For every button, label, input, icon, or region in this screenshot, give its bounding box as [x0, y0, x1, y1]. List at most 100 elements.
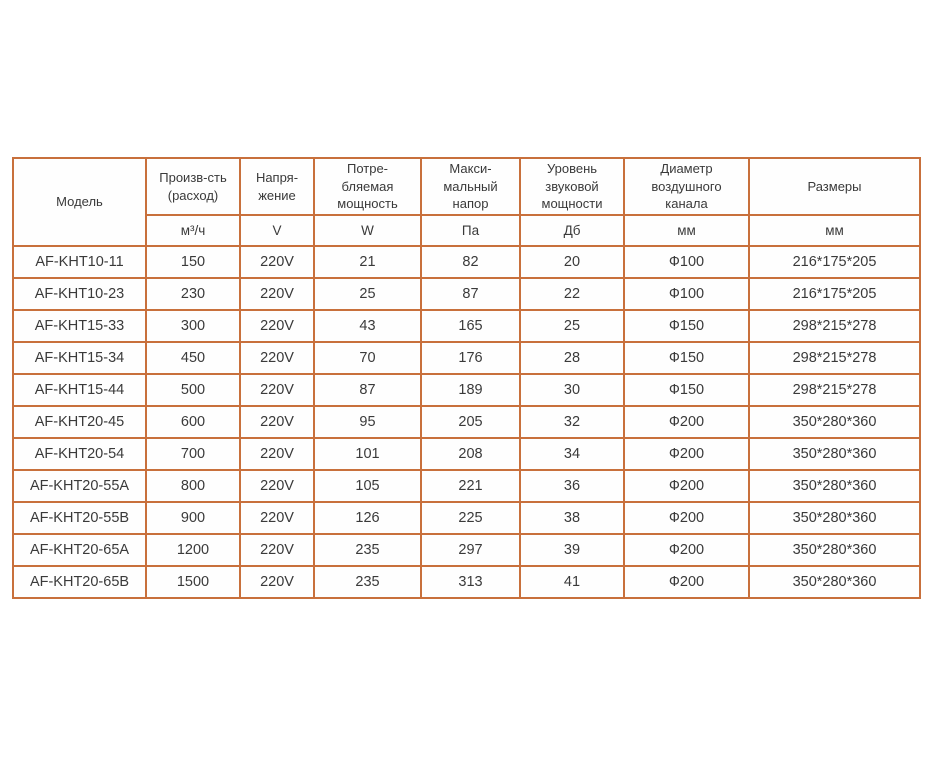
cell-pressure: 165: [420, 309, 521, 343]
cell-noise: 22: [519, 277, 625, 311]
cell-noise: 28: [519, 341, 625, 375]
unit-voltage: V: [239, 214, 315, 247]
cell-model: AF-KHT10-11: [12, 245, 147, 279]
cell-noise: 38: [519, 501, 625, 535]
cell-power: 101: [313, 437, 422, 471]
cell-noise: 32: [519, 405, 625, 439]
cell-noise: 30: [519, 373, 625, 407]
unit-duct-diameter: мм: [623, 214, 750, 247]
table-row: AF-KHT20-54 700 220V 101 208 34 Ф200 350…: [12, 437, 921, 471]
cell-duct-diameter: Ф200: [623, 533, 750, 567]
cell-dimensions: 298*215*278: [748, 341, 921, 375]
cell-power: 95: [313, 405, 422, 439]
col-header-pressure: Макси- мальный напор: [420, 157, 521, 216]
col-header-voltage: Напря- жение: [239, 157, 315, 216]
cell-duct-diameter: Ф150: [623, 373, 750, 407]
table-row: AF-KHT20-45 600 220V 95 205 32 Ф200 350*…: [12, 405, 921, 439]
cell-duct-diameter: Ф100: [623, 277, 750, 311]
cell-pressure: 208: [420, 437, 521, 471]
spec-table: Модель Произв-сть (расход) Напря- жение …: [12, 157, 921, 599]
cell-dimensions: 350*280*360: [748, 469, 921, 503]
cell-capacity: 600: [145, 405, 241, 439]
cell-noise: 36: [519, 469, 625, 503]
cell-voltage: 220V: [239, 533, 315, 567]
cell-model: AF-KHT10-23: [12, 277, 147, 311]
table-row: AF-KHT10-11 150 220V 21 82 20 Ф100 216*1…: [12, 245, 921, 279]
cell-model: AF-KHT20-65A: [12, 533, 147, 567]
cell-dimensions: 350*280*360: [748, 437, 921, 471]
cell-model: AF-KHT15-34: [12, 341, 147, 375]
cell-power: 25: [313, 277, 422, 311]
cell-pressure: 189: [420, 373, 521, 407]
cell-capacity: 230: [145, 277, 241, 311]
cell-power: 105: [313, 469, 422, 503]
col-header-duct-diameter: Диаметр воздушного канала: [623, 157, 750, 216]
cell-power: 87: [313, 373, 422, 407]
cell-model: AF-KHT15-44: [12, 373, 147, 407]
cell-voltage: 220V: [239, 373, 315, 407]
cell-pressure: 221: [420, 469, 521, 503]
cell-duct-diameter: Ф200: [623, 469, 750, 503]
cell-model: AF-KHT20-55B: [12, 501, 147, 535]
cell-model: AF-KHT20-54: [12, 437, 147, 471]
units-row: м³/ч V W Па Дб мм мм: [13, 214, 921, 247]
table-row: AF-KHT15-34 450 220V 70 176 28 Ф150 298*…: [12, 341, 921, 375]
cell-pressure: 297: [420, 533, 521, 567]
table-body: AF-KHT10-11 150 220V 21 82 20 Ф100 216*1…: [12, 245, 921, 599]
col-header-power: Потре- бляемая мощность: [313, 157, 422, 216]
cell-voltage: 220V: [239, 437, 315, 471]
cell-power: 235: [313, 565, 422, 599]
unit-capacity: м³/ч: [145, 214, 241, 247]
cell-voltage: 220V: [239, 501, 315, 535]
cell-pressure: 176: [420, 341, 521, 375]
cell-dimensions: 350*280*360: [748, 501, 921, 535]
cell-noise: 25: [519, 309, 625, 343]
cell-voltage: 220V: [239, 245, 315, 279]
cell-pressure: 225: [420, 501, 521, 535]
cell-noise: 20: [519, 245, 625, 279]
cell-pressure: 313: [420, 565, 521, 599]
cell-noise: 41: [519, 565, 625, 599]
cell-capacity: 450: [145, 341, 241, 375]
cell-duct-diameter: Ф200: [623, 565, 750, 599]
cell-voltage: 220V: [239, 277, 315, 311]
cell-duct-diameter: Ф100: [623, 245, 750, 279]
col-header-model: Модель: [12, 157, 147, 247]
cell-dimensions: 216*175*205: [748, 245, 921, 279]
cell-power: 21: [313, 245, 422, 279]
spec-table-container: Модель Произв-сть (расход) Напря- жение …: [12, 157, 921, 599]
cell-dimensions: 350*280*360: [748, 533, 921, 567]
cell-dimensions: 298*215*278: [748, 309, 921, 343]
cell-capacity: 800: [145, 469, 241, 503]
cell-capacity: 500: [145, 373, 241, 407]
unit-power: W: [313, 214, 422, 247]
cell-pressure: 87: [420, 277, 521, 311]
cell-dimensions: 350*280*360: [748, 405, 921, 439]
cell-voltage: 220V: [239, 469, 315, 503]
cell-model: AF-KHT15-33: [12, 309, 147, 343]
cell-noise: 34: [519, 437, 625, 471]
cell-pressure: 82: [420, 245, 521, 279]
table-row: AF-KHT20-65B 1500 220V 235 313 41 Ф200 3…: [12, 565, 921, 599]
cell-pressure: 205: [420, 405, 521, 439]
cell-capacity: 700: [145, 437, 241, 471]
table-row: AF-KHT15-44 500 220V 87 189 30 Ф150 298*…: [12, 373, 921, 407]
cell-dimensions: 350*280*360: [748, 565, 921, 599]
cell-voltage: 220V: [239, 565, 315, 599]
cell-power: 43: [313, 309, 422, 343]
cell-capacity: 300: [145, 309, 241, 343]
table-row: AF-KHT15-33 300 220V 43 165 25 Ф150 298*…: [12, 309, 921, 343]
cell-power: 70: [313, 341, 422, 375]
cell-duct-diameter: Ф200: [623, 405, 750, 439]
cell-voltage: 220V: [239, 405, 315, 439]
unit-dimensions: мм: [748, 214, 921, 247]
cell-duct-diameter: Ф150: [623, 309, 750, 343]
cell-duct-diameter: Ф200: [623, 437, 750, 471]
table-row: AF-KHT10-23 230 220V 25 87 22 Ф100 216*1…: [12, 277, 921, 311]
col-header-capacity: Произв-сть (расход): [145, 157, 241, 216]
cell-voltage: 220V: [239, 341, 315, 375]
cell-voltage: 220V: [239, 309, 315, 343]
unit-noise: Дб: [519, 214, 625, 247]
cell-capacity: 1200: [145, 533, 241, 567]
cell-dimensions: 298*215*278: [748, 373, 921, 407]
